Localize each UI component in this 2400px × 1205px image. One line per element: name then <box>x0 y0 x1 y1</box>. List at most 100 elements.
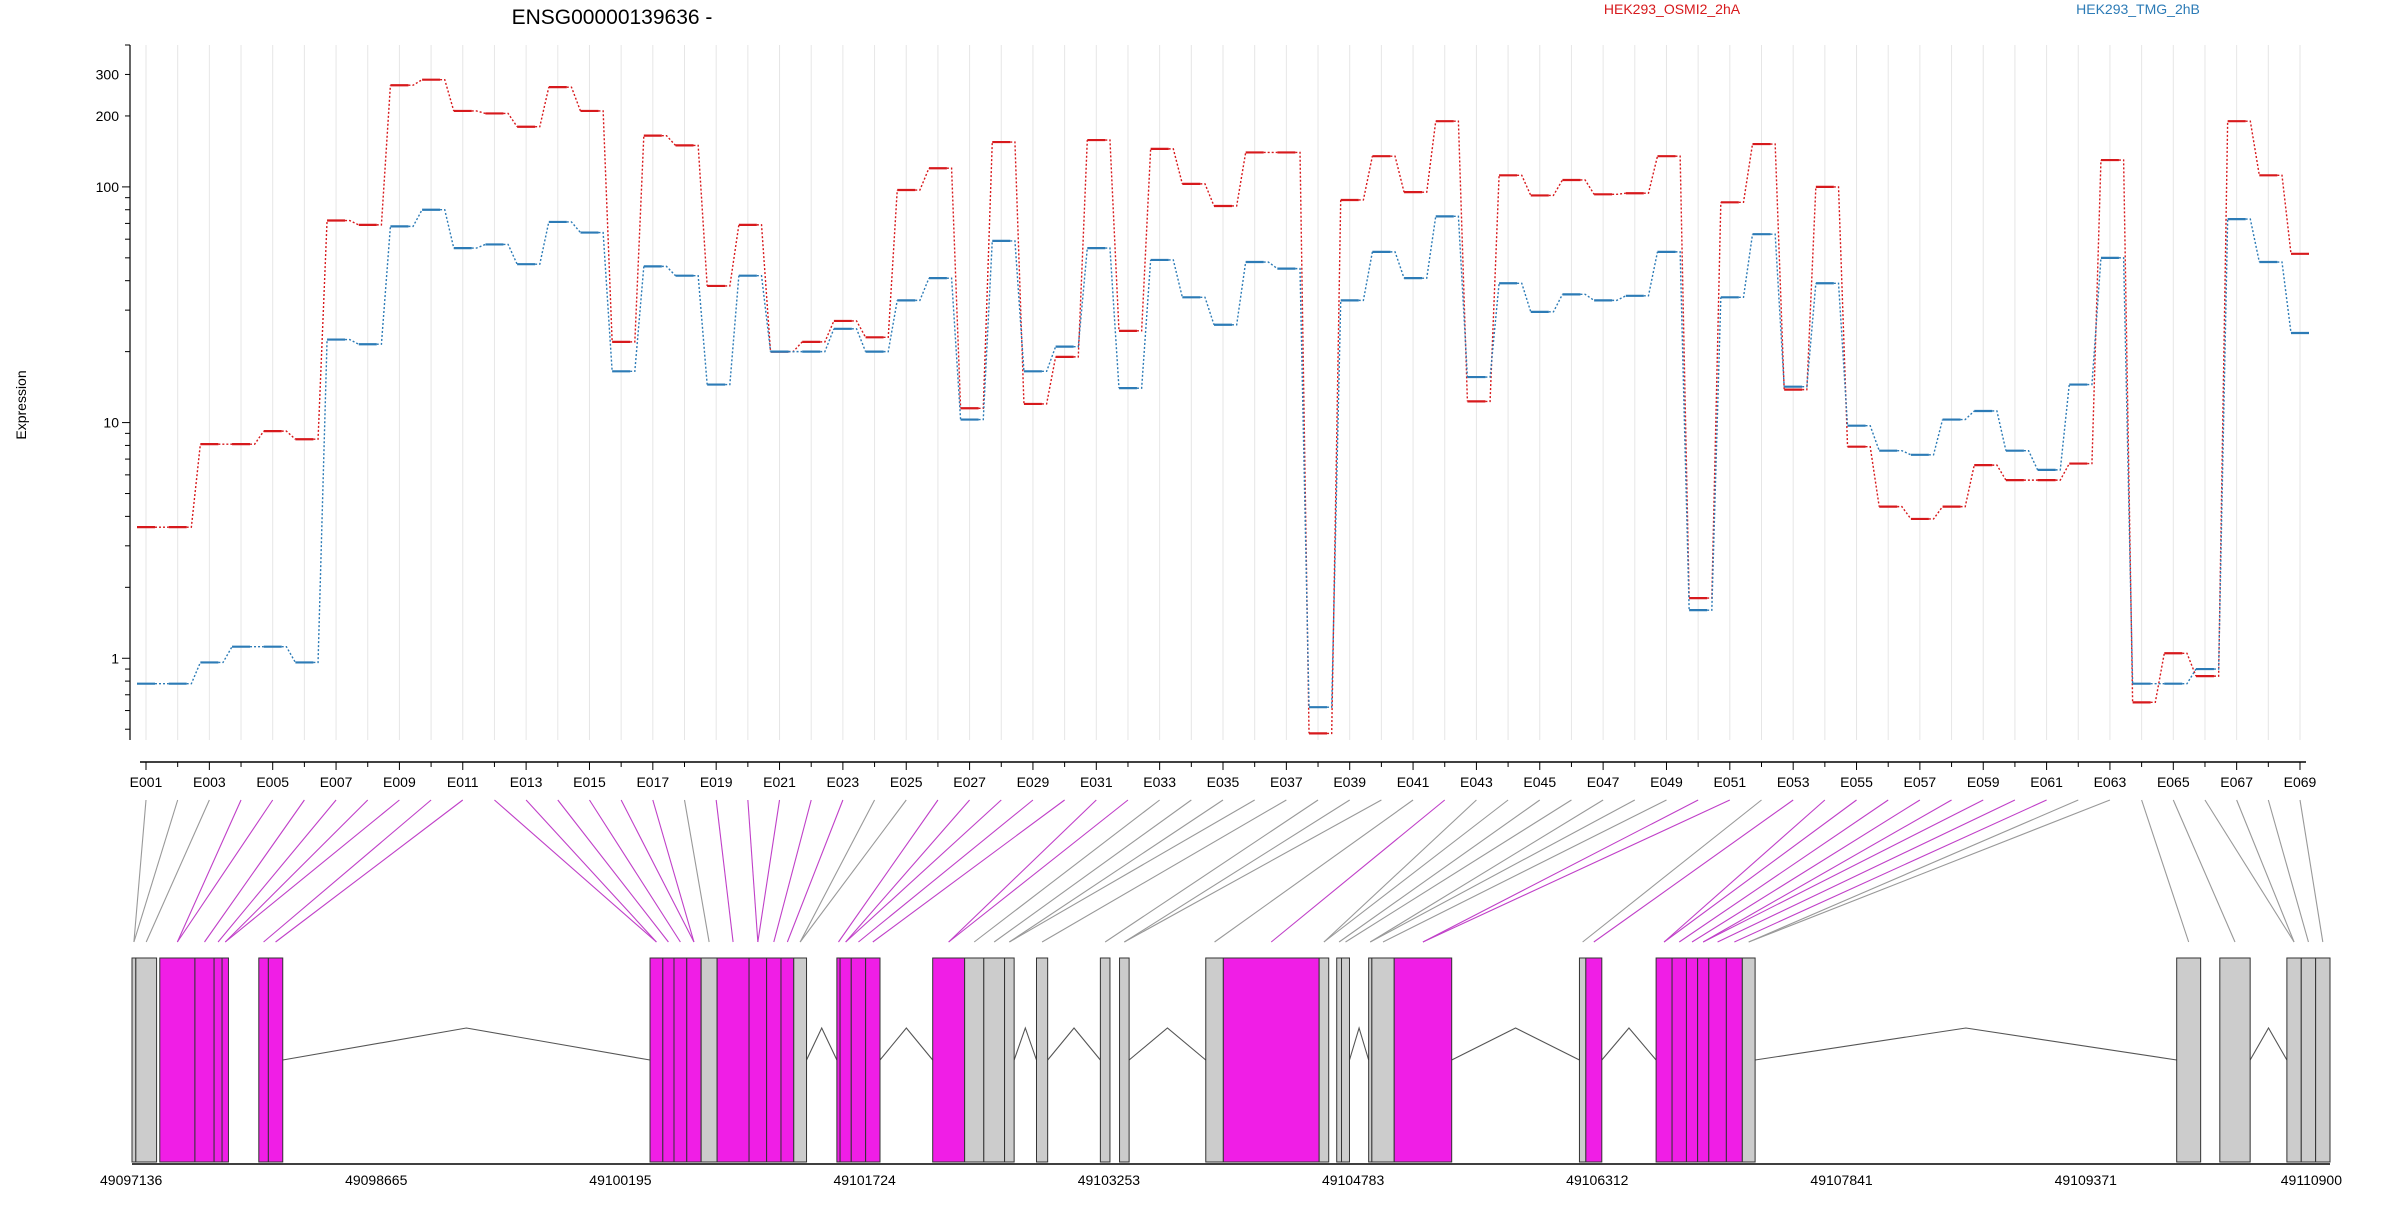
series-connector <box>281 430 296 440</box>
series-connector <box>1643 156 1659 194</box>
genomic-tick-label: 49104783 <box>1322 1172 1385 1188</box>
x-tick-label: E055 <box>1840 774 1873 790</box>
x-tick-label: E019 <box>700 774 733 790</box>
series-connector <box>503 243 518 265</box>
series-connector <box>2055 463 2070 481</box>
exon-box <box>135 957 158 1163</box>
exon-box-differential <box>649 957 664 1163</box>
series-connector <box>281 645 296 663</box>
series-connector <box>345 219 360 226</box>
x-tick-label: E069 <box>2284 774 2317 790</box>
exon-connector <box>1009 799 1224 943</box>
exon-connector <box>1041 799 1287 943</box>
series-connector <box>1675 155 1690 599</box>
series-connector <box>2023 449 2039 471</box>
genomic-tick-label: 49109371 <box>2055 1172 2118 1188</box>
x-tick-label: E049 <box>1650 774 1683 790</box>
x-tick-label: E065 <box>2157 774 2190 790</box>
exon-box <box>1318 957 1330 1163</box>
genomic-axis: 49097136 49098665 49100195 49101724 49103253… <box>100 1163 2342 1188</box>
exon-box <box>1578 957 1587 1163</box>
series-connector <box>851 320 867 338</box>
exon-connector <box>1702 799 1952 943</box>
genomic-tick-label: 49107841 <box>1810 1172 1873 1188</box>
series-connector <box>218 646 233 664</box>
series-connector <box>978 142 993 409</box>
exon-connector <box>1382 799 1667 943</box>
exon-connector <box>1369 799 1636 943</box>
series-connector <box>946 277 962 420</box>
series-connector <box>1992 410 2007 451</box>
series-connector <box>1485 175 1500 403</box>
series-connector <box>1707 297 1722 611</box>
intron-line <box>2249 1026 2288 1061</box>
exon-box-differential <box>1725 957 1743 1163</box>
exon-connector <box>204 799 305 943</box>
exon-connector <box>1734 799 2047 943</box>
series-connector <box>186 662 201 685</box>
exon-box-differential <box>780 957 795 1163</box>
exon-connector <box>2236 799 2295 943</box>
exon-connector <box>993 799 1192 943</box>
exon-box-differential <box>839 957 852 1163</box>
series-connector <box>1453 215 1469 378</box>
grid-layer <box>145 45 2301 740</box>
x-tick-label: E061 <box>2030 774 2063 790</box>
genomic-tick-label: 49103253 <box>1078 1172 1141 1188</box>
exon-box-differential <box>865 957 881 1163</box>
exon-connector <box>1124 799 1350 943</box>
series-connector <box>408 209 423 228</box>
intron-line <box>1755 1027 2177 1061</box>
series-connector <box>1200 296 1215 325</box>
x-tick-label: E029 <box>1017 774 1050 790</box>
exon-connector <box>176 799 274 943</box>
exon-connector <box>1422 799 1699 943</box>
series-connector <box>250 430 265 445</box>
series-connector <box>1422 216 1437 279</box>
exon-box-differential <box>267 957 284 1163</box>
genomic-tick-label: 49106312 <box>1566 1172 1629 1188</box>
exon-connector <box>786 799 844 943</box>
exon-connector <box>845 799 1002 943</box>
x-tick-label: E033 <box>1143 774 1176 790</box>
x-tick-label: E025 <box>890 774 923 790</box>
x-tick-label: E023 <box>827 774 860 790</box>
gene-model <box>131 957 2331 1163</box>
exon-connector <box>2172 799 2236 943</box>
x-tick-label: E021 <box>763 774 796 790</box>
x-axis: E001 E003 E005 E007 E009 E011 E013 E015 E017 E019… <box>130 761 2317 790</box>
series-connector <box>946 167 962 409</box>
exon-connector <box>1702 799 1984 943</box>
series-connector <box>1960 410 1975 421</box>
series-connector <box>1548 294 1564 313</box>
series-connector <box>1865 425 1880 451</box>
exon-connector <box>973 799 1160 943</box>
x-tick-label: E011 <box>447 774 479 790</box>
series-connector <box>1833 186 1849 447</box>
series-connector <box>1010 240 1025 372</box>
exon-box-differential <box>716 957 750 1163</box>
x-tick-label: E037 <box>1270 774 1303 790</box>
legend-entry-osmi2: HEK293_OSMI2_2hA <box>1604 1 1741 17</box>
series-connector <box>851 328 867 352</box>
exon-connector <box>275 799 464 943</box>
series-connector <box>1041 356 1057 405</box>
x-tick-label: E013 <box>510 774 543 790</box>
genomic-tick-label: 49098665 <box>345 1172 408 1188</box>
intron-line <box>1451 1027 1580 1061</box>
series-connector <box>1833 282 1849 426</box>
series-connector <box>2213 219 2229 670</box>
intron-line <box>282 1027 651 1061</box>
series-connector <box>1136 148 1152 332</box>
series-connector <box>1928 506 1944 520</box>
exon-connector <box>683 799 710 943</box>
exon-box <box>964 957 985 1163</box>
exon-connector <box>1422 799 1731 943</box>
exon-box <box>1341 957 1350 1163</box>
series-connector <box>1453 120 1469 402</box>
exon-connector <box>747 799 759 943</box>
series-connector <box>2118 159 2134 703</box>
series-connector <box>566 86 582 112</box>
series-connector <box>820 320 835 343</box>
x-tick-label: E063 <box>2094 774 2127 790</box>
